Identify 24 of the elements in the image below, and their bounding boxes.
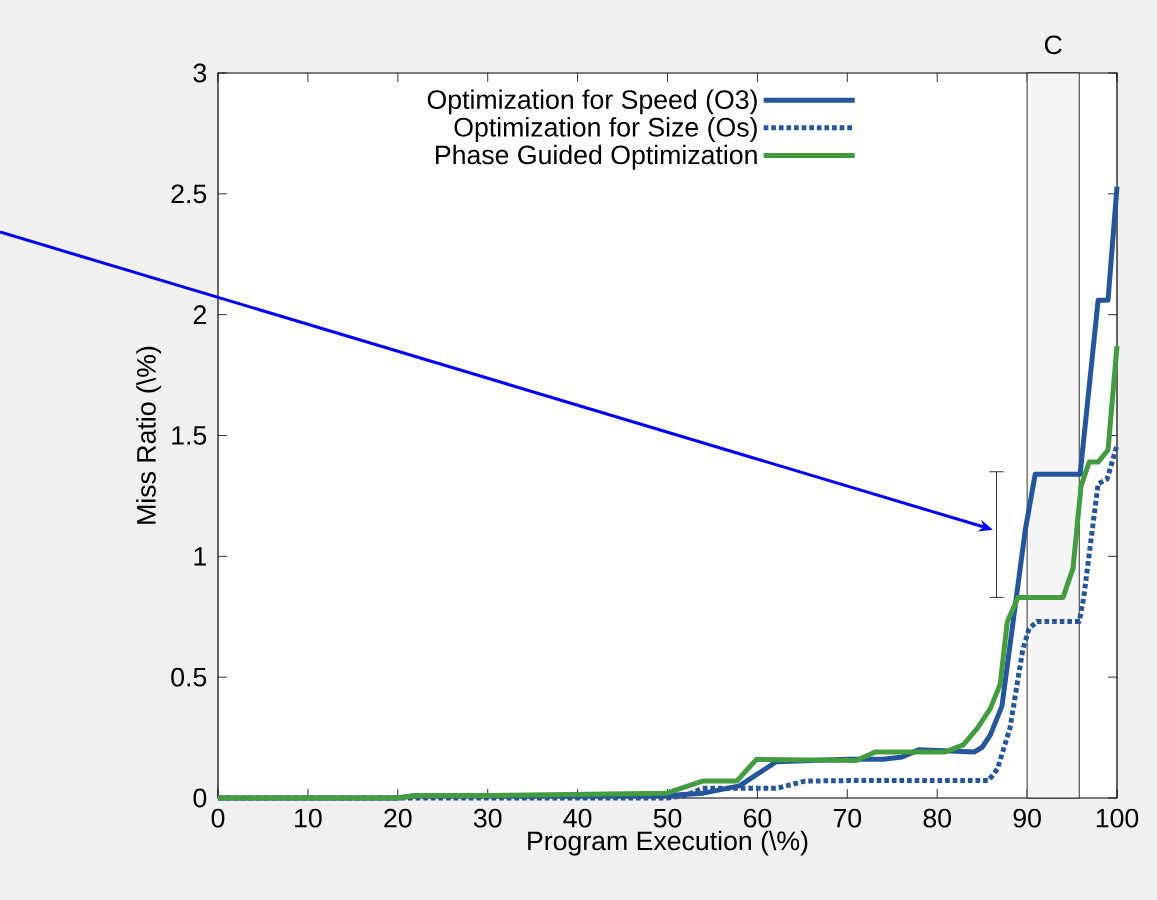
y-axis-title: Miss Ratio (\%) [136,346,162,524]
x-tick-label: 0 [211,808,225,828]
y-tick-label: 2 [193,305,206,324]
legend-label: Optimization for Size (Os) [454,117,757,142]
y-tick-label: 1.5 [172,426,207,445]
x-tick-label: 30 [473,808,502,828]
x-tick-label: 80 [923,808,951,828]
legend-label: Phase Guided Optimization [436,144,757,170]
y-tick-label: 0.5 [171,667,207,687]
x-axis-title: Program Execution (\%) [528,830,808,856]
x-tick-label: 90 [1013,808,1041,828]
y-tick-label: 2.5 [171,184,207,204]
legend-label: Optimization for Speed (O3) [427,89,757,115]
x-tick-label: 40 [563,808,592,828]
x-tick-label: 100 [1096,808,1139,828]
x-tick-label: 50 [653,808,682,828]
x-tick-label: 70 [833,808,862,828]
x-tick-label: 10 [295,808,322,828]
band-label: C [1044,35,1062,55]
x-tick-label: 60 [743,808,772,828]
y-tick-label: 0 [193,788,207,808]
y-tick-label: 1 [194,547,206,566]
y-tick-label: 3 [193,63,207,83]
x-tick-label: 20 [384,808,412,828]
